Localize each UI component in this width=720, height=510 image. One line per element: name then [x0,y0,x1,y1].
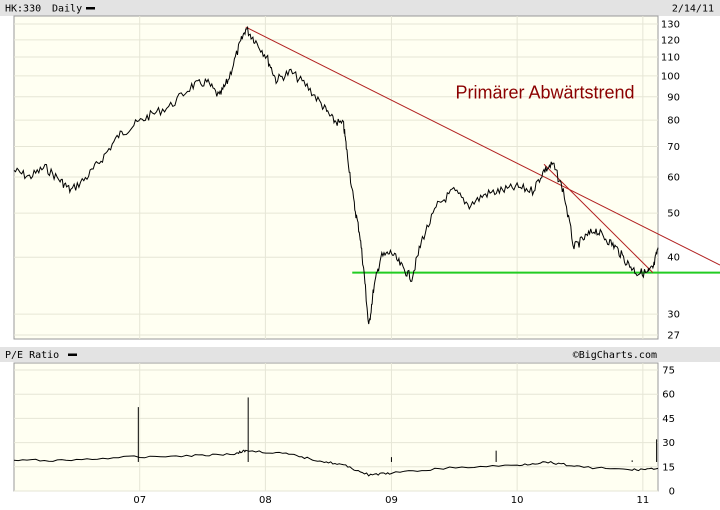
price-panel [13,15,659,340]
x-tick-label: 07 [133,495,146,506]
trendline-group [245,26,720,274]
price-y-tick-label: 130 [661,20,680,31]
price-y-axis: 27 30 40 50 60 70 80 90 100 110 120 130 [661,20,680,342]
pe-panel [13,362,659,492]
x-tick-label: 10 [511,495,524,506]
credit-label: ©BigCharts.com [573,350,657,361]
pe-series-line [13,449,659,477]
price-y-tick-label: 27 [667,331,680,342]
price-y-tick-label: 90 [667,92,680,103]
price-y-tick-label: 110 [661,53,680,64]
price-series-line [13,25,659,325]
price-y-tick-label: 120 [661,35,680,46]
chart-date: 2/14/11 [672,4,714,15]
pe-y-tick-label: 75 [662,366,675,377]
pe-y-tick-label: 30 [662,438,675,449]
price-y-tick-label: 30 [667,310,680,321]
secondary-trendline [543,163,654,274]
price-y-tick-label: 50 [667,209,680,220]
x-axis: 07 08 09 10 11 [133,495,649,506]
pe-y-tick-label: 45 [662,414,675,425]
price-header-bar [0,0,720,16]
price-y-tick-label: 40 [667,253,680,264]
pe-y-axis: 0 15 30 45 60 75 [662,366,675,498]
pe-spikes [137,397,658,462]
price-gridlines [14,16,658,339]
symbol-label: HK:330 [5,4,41,15]
interval-label: Daily [52,4,82,15]
price-y-tick-label: 60 [667,172,680,183]
price-y-tick-label: 100 [661,71,680,82]
price-y-tick-label: 70 [667,142,680,153]
x-tick-label: 08 [259,495,272,506]
pe-title: P/E Ratio [5,350,59,361]
primary-trendline [245,26,720,266]
pe-header-bar [0,347,720,362]
pe-y-tick-label: 15 [662,462,675,473]
pe-legend-line-icon [68,353,77,356]
price-y-tick-label: 80 [667,116,680,127]
pe-y-tick-label: 60 [662,390,675,401]
pe-y-tick-label: 0 [669,487,675,498]
trend-annotation: Primärer Abwärtstrend [455,82,634,102]
x-tick-label: 09 [385,495,398,506]
pe-gridlines [14,363,658,492]
legend-line-icon [86,7,95,10]
x-tick-label: 11 [636,495,649,506]
